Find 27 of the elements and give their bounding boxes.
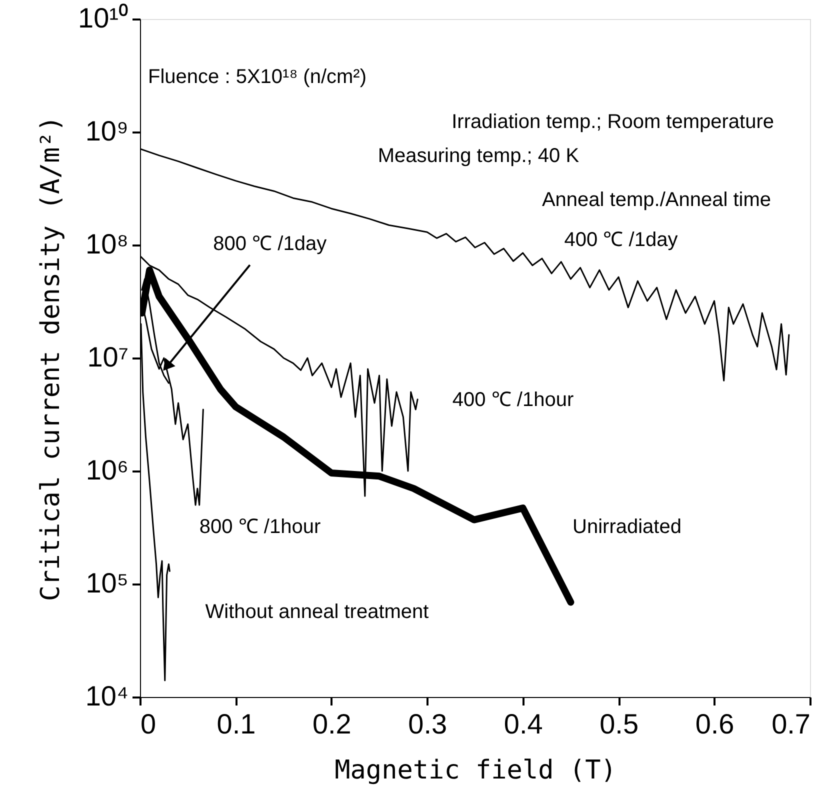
x-tick-label: 0 xyxy=(140,708,156,740)
y-tick-label: 10¹⁰ xyxy=(78,2,128,34)
annotation: Without anneal treatment xyxy=(205,601,430,623)
annotation: Irradiation temp.; Room temperature xyxy=(452,111,774,133)
y-tick-label: 10⁶ xyxy=(86,454,128,486)
annotation: Measuring temp.; 40 K xyxy=(378,145,580,167)
annotation: Fluence : 5X10¹⁸ (n/cm²) xyxy=(148,66,367,88)
y-tick-label: 10⁷ xyxy=(87,342,128,372)
x-tick-label: 0.7 xyxy=(772,708,810,740)
annotation: 800 ℃ /1day xyxy=(213,232,327,255)
annotation: Anneal temp./Anneal time xyxy=(542,189,771,211)
y-tick-label: 10⁸ xyxy=(86,228,128,260)
x-tick-label: 0.2 xyxy=(312,708,352,740)
y-tick-label: 10⁹ xyxy=(85,116,128,146)
x-tick-label: 0.1 xyxy=(216,708,256,740)
annotation: Unirradiated xyxy=(572,516,682,538)
y-axis-title: Critical current density (A/m²) xyxy=(36,116,66,602)
y-tick-label: 10⁴ xyxy=(85,680,128,712)
x-tick-label: 0.5 xyxy=(600,708,639,740)
x-tick-label: 0.3 xyxy=(408,708,448,740)
annotation: 800 ℃ /1hour xyxy=(199,516,321,538)
y-tick-label: 10⁵ xyxy=(86,568,128,598)
x-axis-title: Magnetic field (T) xyxy=(334,756,616,786)
annotation: 400 ℃ /1day xyxy=(564,229,678,251)
x-tick-label: 0.4 xyxy=(504,708,543,740)
x-tick-label: 0.6 xyxy=(695,708,734,740)
annotation: 400 ℃ /1hour xyxy=(452,389,574,411)
